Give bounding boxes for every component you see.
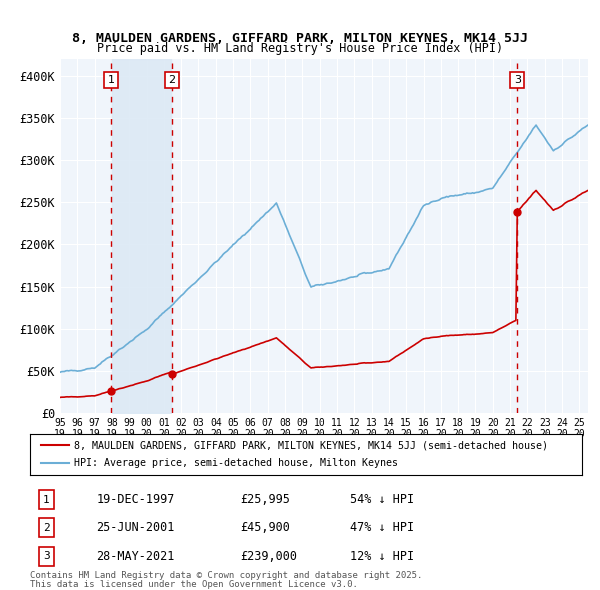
Text: 19-DEC-1997: 19-DEC-1997	[96, 493, 175, 506]
Text: 12% ↓ HPI: 12% ↓ HPI	[350, 550, 414, 563]
Text: Price paid vs. HM Land Registry's House Price Index (HPI): Price paid vs. HM Land Registry's House …	[97, 42, 503, 55]
Text: This data is licensed under the Open Government Licence v3.0.: This data is licensed under the Open Gov…	[30, 579, 358, 589]
Text: HPI: Average price, semi-detached house, Milton Keynes: HPI: Average price, semi-detached house,…	[74, 458, 398, 468]
Text: 28-MAY-2021: 28-MAY-2021	[96, 550, 175, 563]
Text: 1: 1	[108, 75, 115, 85]
Text: 8, MAULDEN GARDENS, GIFFARD PARK, MILTON KEYNES, MK14 5JJ: 8, MAULDEN GARDENS, GIFFARD PARK, MILTON…	[72, 32, 528, 45]
Text: £25,995: £25,995	[240, 493, 290, 506]
Text: 2: 2	[169, 75, 176, 85]
Text: 3: 3	[514, 75, 521, 85]
Text: 25-JUN-2001: 25-JUN-2001	[96, 522, 175, 535]
Text: 2: 2	[43, 523, 50, 533]
Text: Contains HM Land Registry data © Crown copyright and database right 2025.: Contains HM Land Registry data © Crown c…	[30, 571, 422, 580]
Text: 8, MAULDEN GARDENS, GIFFARD PARK, MILTON KEYNES, MK14 5JJ (semi-detached house): 8, MAULDEN GARDENS, GIFFARD PARK, MILTON…	[74, 440, 548, 450]
Text: £45,900: £45,900	[240, 522, 290, 535]
Text: 47% ↓ HPI: 47% ↓ HPI	[350, 522, 414, 535]
Text: 54% ↓ HPI: 54% ↓ HPI	[350, 493, 414, 506]
Text: £239,000: £239,000	[240, 550, 297, 563]
Text: 1: 1	[43, 494, 50, 504]
Text: 3: 3	[43, 551, 50, 561]
